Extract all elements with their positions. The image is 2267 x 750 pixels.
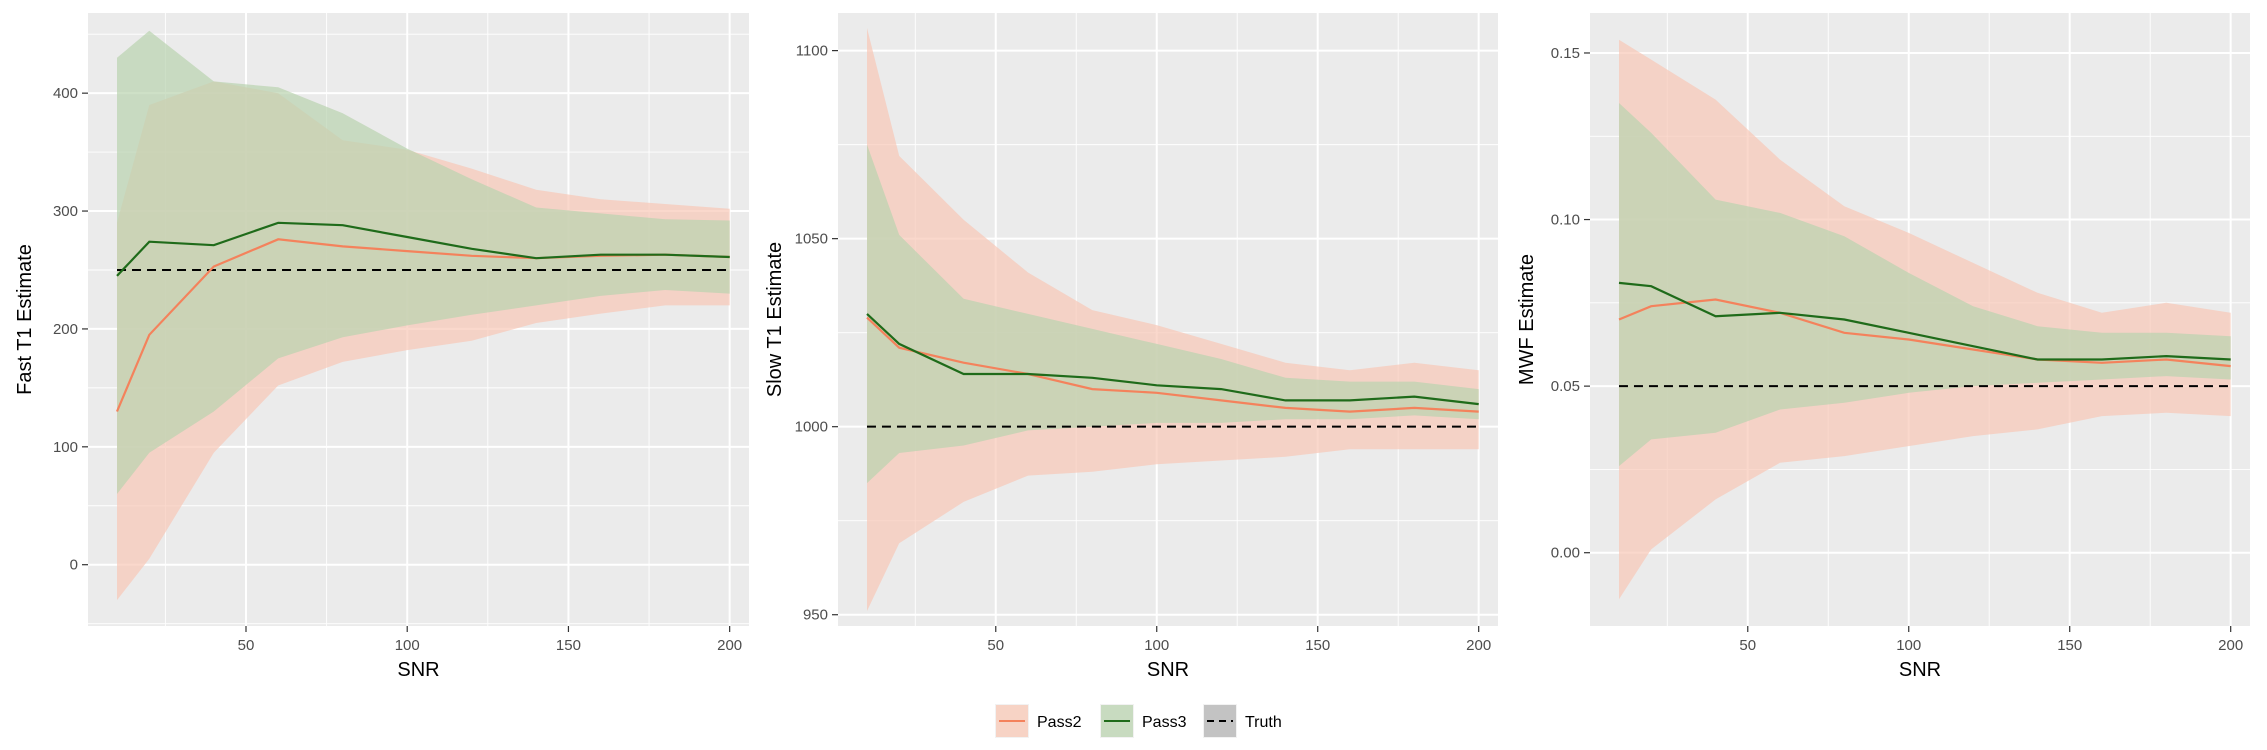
x-axis-title: SNR: [1899, 659, 1941, 681]
ribbon-pass3: [1619, 103, 2231, 467]
y-tick-label: 1050: [795, 231, 828, 248]
y-tick-label: 0.15: [1551, 45, 1580, 62]
x-tick-label: 200: [2218, 637, 2243, 654]
x-tick-label: 150: [2057, 637, 2082, 654]
ribbon-pass3: [117, 30, 730, 494]
y-tick-label: 0.00: [1551, 545, 1580, 562]
series-line-pass3: [866, 313, 1479, 406]
x-tick-label: 200: [1466, 637, 1491, 654]
legend-entry-pass2: Pass2: [995, 704, 1082, 738]
chart-panel-1: 50 100 150 200 0 100 200 300 400 SNR Fast T1 Estim…: [14, 13, 749, 681]
y-tick-label: 0.10: [1551, 212, 1580, 229]
y-tick-label: 0.05: [1551, 378, 1580, 395]
y-axis-title: Slow T1 Estimate: [764, 242, 786, 397]
y-tick-label: 1100: [796, 43, 828, 60]
chart-panels: 50 100 150 200 0 100 200 300 400 SNR Fast T1 Estim…: [14, 13, 2250, 681]
legend-entry-pass3: Pass3: [1100, 704, 1187, 738]
y-tick-label: 100: [53, 439, 78, 456]
x-axis-title: SNR: [1147, 659, 1189, 681]
chart-panel-3: 50 100 150 200 0.00 0.05 0.10 0.15 SNR MWF Estima…: [1516, 13, 2250, 681]
x-tick-label: 150: [1305, 637, 1330, 654]
x-tick-label: 100: [1144, 637, 1169, 654]
y-axis-title: MWF Estimate: [1516, 254, 1538, 385]
legend: Pass2 Pass3 Truth: [995, 704, 1282, 738]
x-tick-label: 200: [717, 637, 742, 654]
ribbon-pass3: [867, 144, 1479, 484]
series-line-pass3: [116, 221, 730, 277]
legend-label: Pass3: [1142, 714, 1187, 731]
series-line-pass2: [1618, 298, 2231, 368]
y-tick-label: 200: [53, 321, 78, 338]
y-tick-label: 400: [53, 85, 78, 102]
x-tick-label: 50: [1739, 637, 1756, 654]
y-tick-label: 1000: [795, 419, 828, 436]
x-tick-label: 100: [1896, 637, 1921, 654]
y-tick-label: 300: [53, 203, 78, 220]
x-tick-label: 150: [556, 637, 581, 654]
x-tick-label: 50: [238, 637, 255, 654]
y-tick-label: 0: [70, 557, 78, 574]
x-tick-label: 50: [987, 637, 1004, 654]
chart-panel-2: 50 100 150 200 950 1000 1050 1100 SNR Slow T1 Est…: [764, 13, 1498, 681]
legend-label: Pass2: [1037, 714, 1082, 731]
legend-label: Truth: [1245, 714, 1282, 731]
y-tick-label: 950: [803, 607, 828, 624]
x-tick-label: 100: [395, 637, 420, 654]
series-line-pass2: [866, 316, 1479, 413]
legend-entry-truth: Truth: [1203, 704, 1282, 738]
y-axis-title: Fast T1 Estimate: [14, 244, 36, 395]
ribbon-pass2: [867, 28, 1479, 611]
x-axis-title: SNR: [397, 659, 439, 681]
series-line-pass3: [1618, 281, 2231, 361]
